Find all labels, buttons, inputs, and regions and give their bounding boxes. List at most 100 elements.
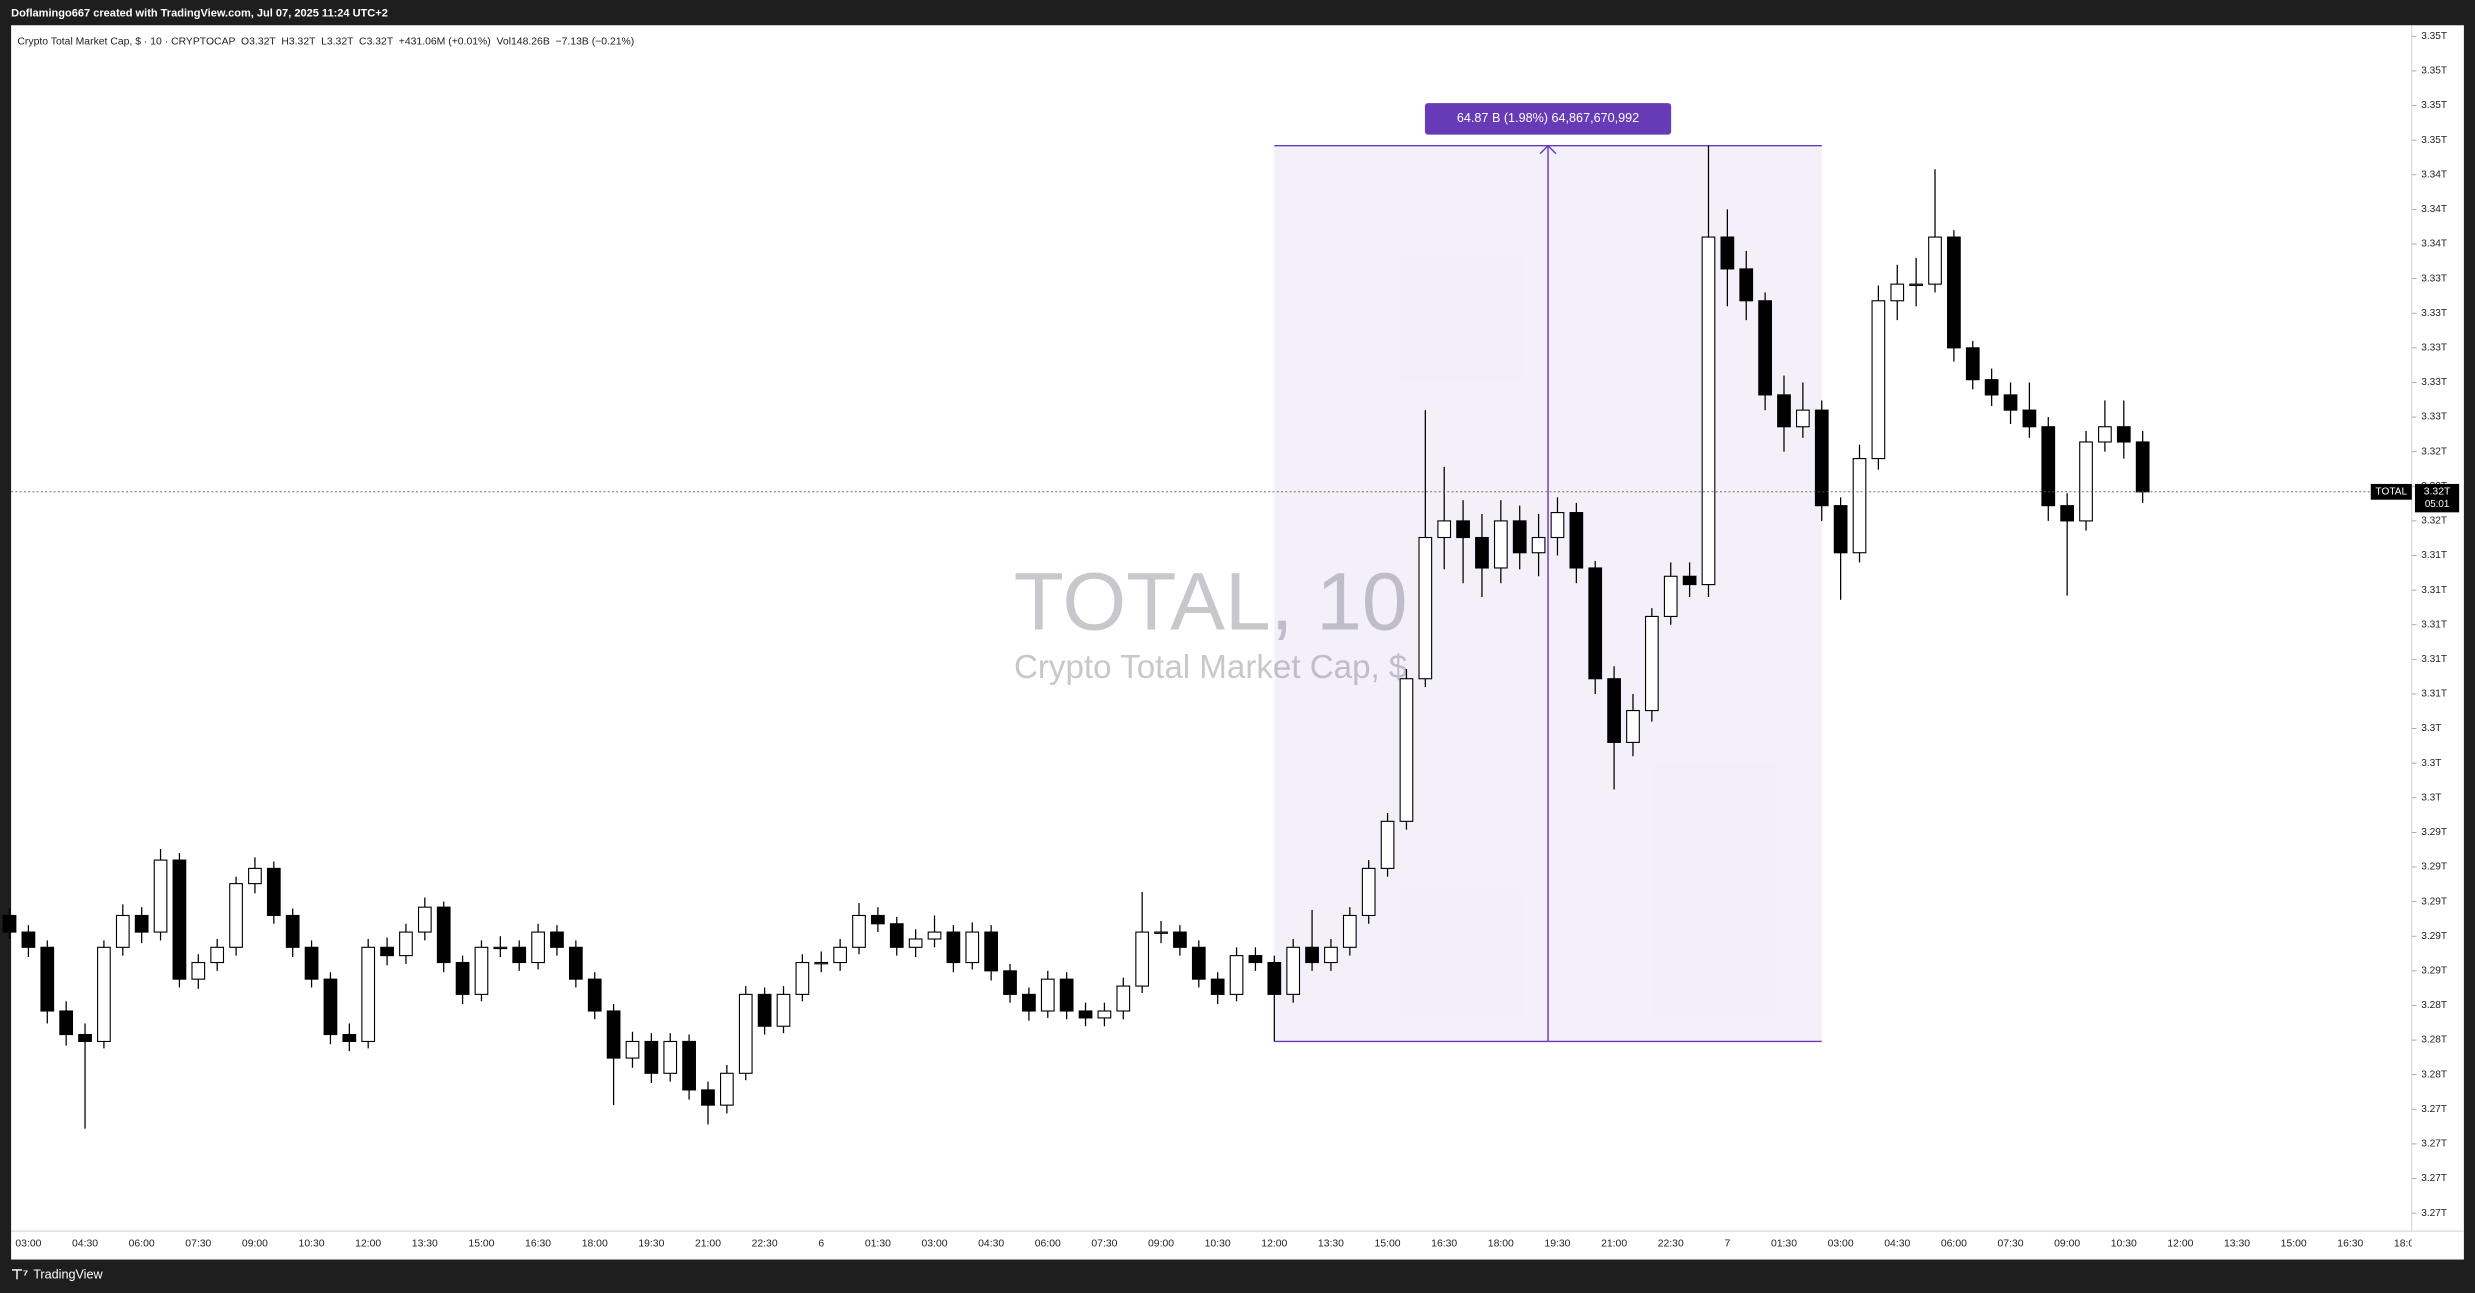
candle-body bbox=[78, 1033, 92, 1043]
y-tick-label: 3.31T bbox=[2421, 550, 2447, 561]
candle-body bbox=[1739, 268, 1754, 302]
x-tick-label: 06:00 bbox=[1941, 1239, 1967, 1250]
candle-body bbox=[1569, 512, 1584, 569]
measure-label: 64.87 B (1.98%) 64,867,670,992 bbox=[1457, 111, 1639, 125]
candle-body bbox=[776, 993, 791, 1027]
y-tick-label: 3.33T bbox=[2421, 308, 2447, 319]
y-tick-label: 3.31T bbox=[2421, 689, 2447, 700]
y-tick-label: 3.33T bbox=[2421, 343, 2447, 354]
candle-body bbox=[1097, 1010, 1112, 1019]
y-tick-label: 3.28T bbox=[2421, 1069, 2447, 1080]
candle-body bbox=[568, 946, 583, 980]
y-tick-label: 3.27T bbox=[2421, 1139, 2447, 1150]
candle-body bbox=[1890, 283, 1905, 302]
candle-body bbox=[2135, 441, 2150, 493]
candle-body bbox=[1871, 300, 1886, 460]
candle-body bbox=[1626, 710, 1640, 743]
candle-body bbox=[172, 859, 187, 980]
candle-body bbox=[1267, 961, 1282, 995]
y-tick-label: 3.29T bbox=[2421, 931, 2447, 942]
x-tick-label: 18:00 bbox=[2394, 1239, 2420, 1250]
candle-body bbox=[2116, 426, 2131, 443]
candle-body bbox=[908, 938, 923, 948]
logo-mark: ⊤⁷ bbox=[11, 1267, 28, 1282]
x-tick-label: 10:30 bbox=[299, 1239, 325, 1250]
x-tick-label: 6 bbox=[818, 1239, 824, 1250]
y-tick-label: 3.34T bbox=[2421, 169, 2447, 180]
x-tick-label: 03:00 bbox=[15, 1239, 41, 1250]
x-tick-label: 12:00 bbox=[355, 1239, 381, 1250]
y-tick-label: 3.3T bbox=[2421, 758, 2441, 769]
header: Doflamingo667 created with TradingView.c… bbox=[11, 7, 388, 19]
candle-body bbox=[1644, 615, 1659, 712]
candle-body bbox=[720, 1072, 734, 1106]
candle-body bbox=[1210, 978, 1225, 995]
y-tick-label: 3.3T bbox=[2421, 792, 2441, 803]
candle-body bbox=[2041, 426, 2056, 507]
candle-body bbox=[1814, 409, 1829, 507]
chart-background bbox=[11, 25, 2464, 1260]
symbol-tag-label: TOTAL bbox=[2375, 486, 2407, 497]
candle-body bbox=[2, 914, 17, 933]
y-tick-label: 3.27T bbox=[2421, 1173, 2447, 1184]
footer: TradingView bbox=[33, 1268, 103, 1282]
candle-body bbox=[1116, 985, 1131, 1012]
candle-body bbox=[474, 946, 489, 995]
candle-body bbox=[738, 993, 753, 1074]
y-tick-label: 3.32T bbox=[2421, 516, 2447, 527]
y-tick-label: 3.35T bbox=[2421, 100, 2447, 111]
countdown-label: 05:01 bbox=[2425, 499, 2449, 510]
candle-body bbox=[2079, 441, 2093, 522]
candle-body bbox=[248, 867, 262, 885]
candle-body bbox=[21, 931, 36, 948]
candle-body bbox=[436, 906, 451, 964]
candle-body bbox=[134, 914, 149, 933]
x-tick-label: 09:00 bbox=[242, 1239, 268, 1250]
candle-body bbox=[757, 993, 772, 1027]
candle-body bbox=[1361, 867, 1376, 917]
x-tick-label: 13:30 bbox=[412, 1239, 438, 1250]
x-tick-label: 18:00 bbox=[582, 1239, 608, 1250]
candle-body bbox=[927, 931, 942, 940]
x-tick-label: 03:00 bbox=[921, 1239, 947, 1250]
measure-arrow-head bbox=[1539, 144, 1557, 155]
candle-body bbox=[1040, 978, 1055, 1012]
x-tick-label: 15:00 bbox=[2281, 1239, 2307, 1250]
symbol-tag bbox=[2370, 483, 2412, 500]
x-tick-label: 09:00 bbox=[1148, 1239, 1174, 1250]
x-tick-label: 07:30 bbox=[1091, 1239, 1117, 1250]
x-tick-label: 04:30 bbox=[978, 1239, 1004, 1250]
plot: 3.35T 3.35T 3.35T 3.35T 3.34T 3.34T 3.34T 3.33T… bbox=[2, 31, 2460, 1250]
legend: Crypto Total Market Cap, $ · 10 · CRYPTO… bbox=[17, 37, 634, 48]
y-tick-label: 3.34T bbox=[2421, 204, 2447, 215]
price-tag-label: 3.32T bbox=[2424, 487, 2451, 498]
candle-body bbox=[1229, 955, 1244, 995]
candle-body bbox=[1682, 575, 1697, 586]
x-tick-label: 07:30 bbox=[185, 1239, 211, 1250]
candle-body bbox=[984, 931, 999, 972]
candle-body bbox=[1342, 914, 1357, 948]
y-tick-label: 3.33T bbox=[2421, 377, 2447, 388]
x-tick-label: 22:30 bbox=[1658, 1239, 1684, 1250]
x-tick-label: 01:30 bbox=[1771, 1239, 1797, 1250]
candle-body bbox=[965, 931, 980, 964]
candle-body bbox=[1399, 678, 1414, 822]
x-tick-label: 13:30 bbox=[2224, 1239, 2250, 1250]
candle-body bbox=[1173, 931, 1187, 948]
candle-body bbox=[1758, 300, 1772, 396]
candle-body bbox=[342, 1033, 357, 1043]
candle-body bbox=[814, 961, 829, 965]
candle-body bbox=[153, 859, 168, 933]
candle-body bbox=[1305, 946, 1319, 964]
candle-body bbox=[1833, 505, 1848, 554]
candle-body bbox=[2003, 394, 2018, 411]
y-tick-label: 3.35T bbox=[2421, 31, 2447, 42]
y-tick-label: 3.32T bbox=[2421, 446, 2447, 457]
candle-body bbox=[550, 931, 564, 948]
candle-body bbox=[852, 914, 866, 948]
candle-body bbox=[889, 923, 904, 948]
x-tick-label: 15:00 bbox=[1375, 1239, 1401, 1250]
x-tick-label: 21:00 bbox=[1601, 1239, 1627, 1250]
candle-body bbox=[266, 867, 281, 917]
y-tick-label: 3.35T bbox=[2421, 135, 2447, 146]
